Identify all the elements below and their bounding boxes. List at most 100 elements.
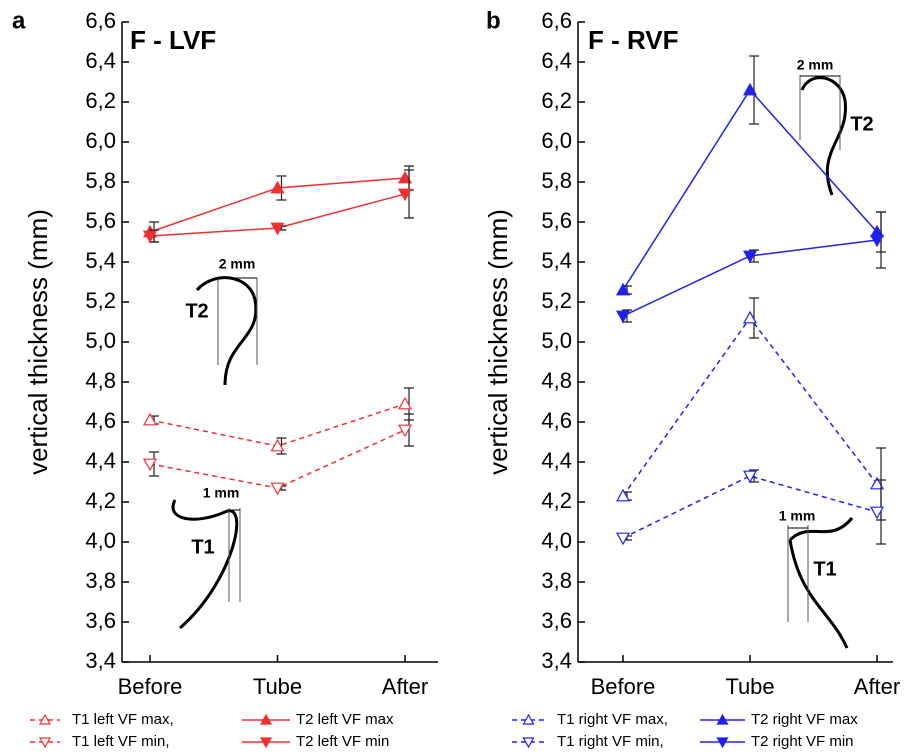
series-line	[622, 316, 878, 497]
legend-label: T2 right VF max	[751, 711, 858, 728]
inset-curve	[800, 76, 847, 196]
data-point	[397, 188, 413, 202]
data-point	[869, 234, 885, 248]
y-tick-label: 6,2	[541, 88, 572, 113]
y-axis-label: vertical thickness (mm)	[483, 209, 513, 475]
panel-letter: a	[12, 7, 26, 34]
legend-marker	[259, 713, 273, 725]
x-tick-label: After	[854, 674, 900, 699]
data-point	[142, 458, 158, 472]
legend-label: T2 left VF min	[296, 733, 389, 750]
y-tick-label: 3,8	[541, 568, 572, 593]
y-tick-label: 4,4	[541, 448, 572, 473]
y-tick-label: 5,6	[85, 208, 116, 233]
y-tick-label: 5,4	[541, 248, 572, 273]
data-point	[397, 170, 413, 184]
y-tick-label: 6,4	[85, 48, 116, 73]
panel: b F - RVF vertical thickness (mm) 3,4 3,6 3,8…	[483, 7, 900, 750]
legend-label: T1 left VF max,	[72, 711, 174, 728]
legend-marker	[522, 713, 535, 725]
y-tick-label: 4,4	[85, 448, 116, 473]
y-tick-label: 6,2	[85, 88, 116, 113]
data-point	[270, 482, 285, 496]
y-tick-label: 6,6	[541, 8, 572, 33]
data-point	[742, 250, 758, 264]
y-tick-label: 5,6	[541, 208, 572, 233]
y-tick-label: 6,0	[541, 128, 572, 153]
y-tick-label: 3,6	[85, 608, 116, 633]
data-point	[270, 222, 285, 236]
annotation: T2	[185, 300, 208, 322]
legend-marker	[38, 713, 52, 725]
y-tick-label: 5,4	[85, 248, 116, 273]
y-tick-label: 5,2	[541, 288, 572, 313]
legend-marker	[259, 737, 273, 749]
legend-marker	[716, 737, 729, 749]
y-tick-label: 4,8	[85, 368, 116, 393]
x-tick-label: After	[382, 674, 428, 699]
series-line	[622, 475, 878, 539]
y-tick-label: 5,8	[541, 168, 572, 193]
annotation: 2 mm	[797, 57, 834, 73]
data-point	[397, 424, 413, 438]
y-tick-label: 3,4	[85, 648, 116, 673]
y-tick-label: 5,8	[85, 168, 116, 193]
x-tick-label: Before	[118, 674, 183, 699]
y-axis-label: vertical thickness (mm)	[23, 209, 53, 475]
data-point	[869, 476, 885, 490]
annotation: T2	[850, 113, 873, 135]
legend-label: T2 left VF max	[296, 711, 394, 728]
data-point	[615, 310, 631, 324]
y-tick-label: 4,2	[541, 488, 572, 513]
inset-curve	[195, 276, 258, 386]
y-tick-label: 4,2	[85, 488, 116, 513]
data-point	[397, 396, 413, 410]
data-point	[869, 506, 885, 520]
legend-label: T2 right VF min	[751, 733, 854, 750]
annotation: 1 mm	[203, 485, 240, 501]
y-tick-label: 4,8	[541, 368, 572, 393]
panel-letter: b	[486, 7, 501, 34]
x-tick-label: Tube	[253, 674, 302, 699]
y-tick-label: 3,4	[541, 648, 572, 673]
y-tick-label: 4,6	[541, 408, 572, 433]
y-tick-label: 6,0	[85, 128, 116, 153]
y-tick-label: 5,2	[85, 288, 116, 313]
legend-marker	[522, 737, 535, 749]
annotation: 2 mm	[219, 256, 256, 272]
data-point	[142, 412, 158, 426]
y-tick-label: 4,0	[85, 528, 116, 553]
y-tick-label: 4,0	[541, 528, 572, 553]
y-tick-label: 4,6	[85, 408, 116, 433]
annotation: 1 mm	[779, 508, 816, 524]
data-point	[615, 282, 631, 296]
data-point	[742, 470, 758, 484]
annotation: T1	[813, 558, 836, 580]
chart-title: F - RVF	[588, 25, 679, 55]
data-point	[742, 310, 758, 324]
inset-curve	[788, 517, 854, 649]
annotation: T1	[191, 536, 214, 558]
data-point	[742, 82, 758, 96]
y-tick-label: 3,6	[541, 608, 572, 633]
y-tick-label: 5,0	[85, 328, 116, 353]
x-tick-label: Tube	[725, 674, 774, 699]
y-tick-label: 3,8	[85, 568, 116, 593]
y-tick-label: 6,4	[541, 48, 572, 73]
y-tick-label: 6,6	[85, 8, 116, 33]
x-tick-label: Before	[591, 674, 656, 699]
chart-title: F - LVF	[130, 25, 216, 55]
legend-marker	[716, 713, 729, 725]
data-point	[270, 180, 285, 194]
y-tick-label: 5,0	[541, 328, 572, 353]
legend-label: T1 right VF max,	[557, 711, 668, 728]
data-point	[270, 438, 285, 452]
inset-curve	[171, 499, 239, 630]
panel: a F - LVF vertical thickness (mm) 3,4 3,6 3,8…	[12, 7, 438, 750]
legend-label: T1 right VF min,	[557, 733, 664, 750]
data-point	[142, 230, 158, 244]
legend-marker	[38, 737, 52, 749]
data-point	[615, 488, 631, 502]
series-line	[149, 429, 406, 489]
